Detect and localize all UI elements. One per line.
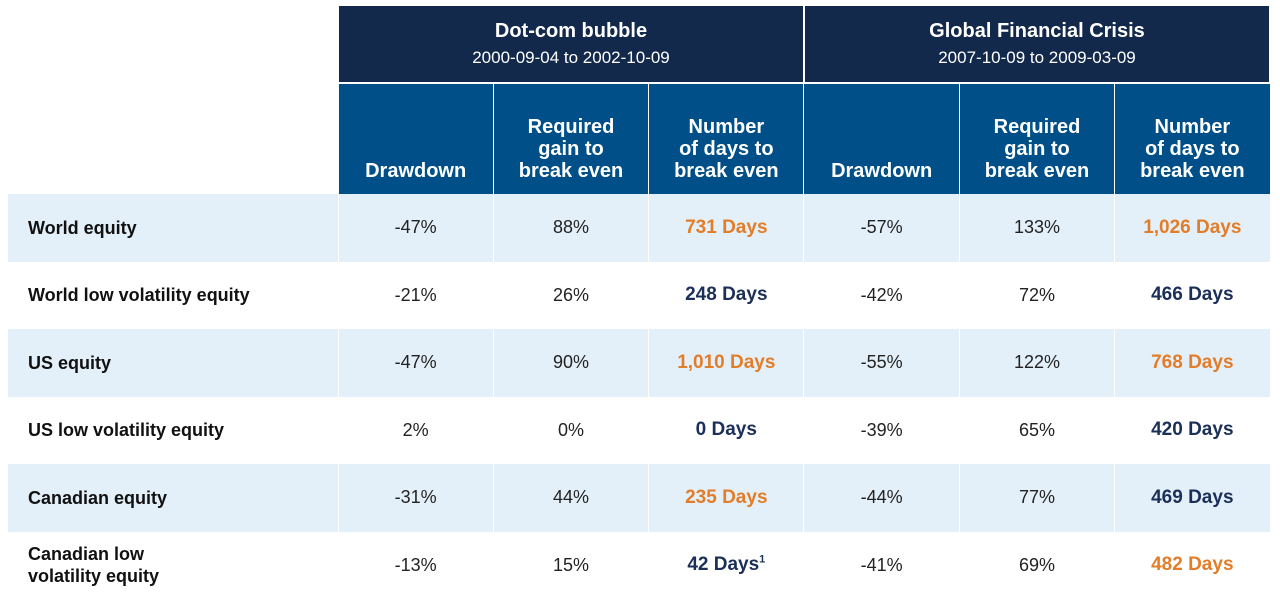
group-header-row: Dot-com bubble 2000-09-04 to 2002-10-09 …: [8, 6, 1270, 83]
group-dates: 2007-10-09 to 2009-03-09: [805, 46, 1269, 70]
days-to-break-even-cell: 1,026 Days: [1115, 194, 1270, 262]
column-header-line: Number: [649, 116, 803, 138]
required-gain-cell: 0%: [493, 397, 648, 465]
days-to-break-even-cell: 420 Days: [1115, 397, 1270, 465]
corner-blank: [8, 83, 338, 194]
column-header-line: Drawdown: [339, 160, 493, 182]
column-header-line: Drawdown: [804, 160, 958, 182]
row-label: World equity: [8, 194, 338, 262]
required-gain-cell: 15%: [493, 532, 648, 599]
table-row: World low volatility equity-21%26%248 Da…: [8, 262, 1270, 330]
footnote-marker: 1: [759, 554, 765, 566]
days-to-break-even-cell: 469 Days: [1115, 464, 1270, 532]
drawdown-cell: -39%: [804, 397, 959, 465]
corner-blank: [8, 6, 338, 83]
required-gain-cell: 69%: [959, 532, 1114, 599]
drawdown-table: Dot-com bubble 2000-09-04 to 2002-10-09 …: [8, 6, 1271, 599]
drawdown-cell: -44%: [804, 464, 959, 532]
drawdown-cell: 2%: [338, 397, 493, 465]
column-header-line: gain to: [960, 138, 1114, 160]
column-header-line: Required: [494, 116, 648, 138]
column-header-line: break even: [1115, 160, 1269, 182]
days-to-break-even-cell: 731 Days: [649, 194, 804, 262]
days-to-break-even-cell: 0 Days: [649, 397, 804, 465]
days-to-break-even-cell: 482 Days: [1115, 532, 1270, 599]
column-header-line: of days to: [649, 138, 803, 160]
column-header-line: Number: [1115, 116, 1269, 138]
row-label: US equity: [8, 329, 338, 397]
group-dates: 2000-09-04 to 2002-10-09: [339, 46, 803, 70]
group-title: Global Financial Crisis: [805, 18, 1269, 44]
required-gain-cell: 90%: [493, 329, 648, 397]
group-header-gfc: Global Financial Crisis 2007-10-09 to 20…: [804, 6, 1270, 83]
column-header-line: break even: [960, 160, 1114, 182]
table-body: World equity-47%88%731 Days-57%133%1,026…: [8, 194, 1270, 599]
row-label: World low volatility equity: [8, 262, 338, 330]
column-header-line: break even: [649, 160, 803, 182]
required-gain-cell: 122%: [959, 329, 1114, 397]
column-header-line: break even: [494, 160, 648, 182]
drawdown-cell: -42%: [804, 262, 959, 330]
group-title: Dot-com bubble: [339, 18, 803, 44]
required-gain-cell: 65%: [959, 397, 1114, 465]
group-header-dotcom: Dot-com bubble 2000-09-04 to 2002-10-09: [338, 6, 804, 83]
drawdown-cell: -13%: [338, 532, 493, 599]
drawdown-cell: -47%: [338, 329, 493, 397]
days-to-break-even-cell: 42 Days1: [649, 532, 804, 599]
days-to-break-even-cell: 235 Days: [649, 464, 804, 532]
days-to-break-even-cell: 466 Days: [1115, 262, 1270, 330]
drawdown-cell: -21%: [338, 262, 493, 330]
drawdown-cell: -41%: [804, 532, 959, 599]
column-header-drawdown: Drawdown: [338, 83, 493, 194]
drawdown-cell: -31%: [338, 464, 493, 532]
column-header-line: Required: [960, 116, 1114, 138]
required-gain-cell: 77%: [959, 464, 1114, 532]
days-to-break-even-cell: 768 Days: [1115, 329, 1270, 397]
drawdown-cell: -57%: [804, 194, 959, 262]
required-gain-cell: 133%: [959, 194, 1114, 262]
table-row: Canadian equity-31%44%235 Days-44%77%469…: [8, 464, 1270, 532]
table-row: World equity-47%88%731 Days-57%133%1,026…: [8, 194, 1270, 262]
days-to-break-even-cell: 248 Days: [649, 262, 804, 330]
drawdown-cell: -55%: [804, 329, 959, 397]
column-header-drawdown: Drawdown: [804, 83, 959, 194]
required-gain-cell: 26%: [493, 262, 648, 330]
row-label: US low volatility equity: [8, 397, 338, 465]
table-row: US equity-47%90%1,010 Days-55%122%768 Da…: [8, 329, 1270, 397]
required-gain-cell: 44%: [493, 464, 648, 532]
required-gain-cell: 72%: [959, 262, 1114, 330]
column-header-line: gain to: [494, 138, 648, 160]
required-gain-cell: 88%: [493, 194, 648, 262]
column-header-line: of days to: [1115, 138, 1269, 160]
drawdown-cell: -47%: [338, 194, 493, 262]
days-to-break-even-cell: 1,010 Days: [649, 329, 804, 397]
row-label: Canadian equity: [8, 464, 338, 532]
